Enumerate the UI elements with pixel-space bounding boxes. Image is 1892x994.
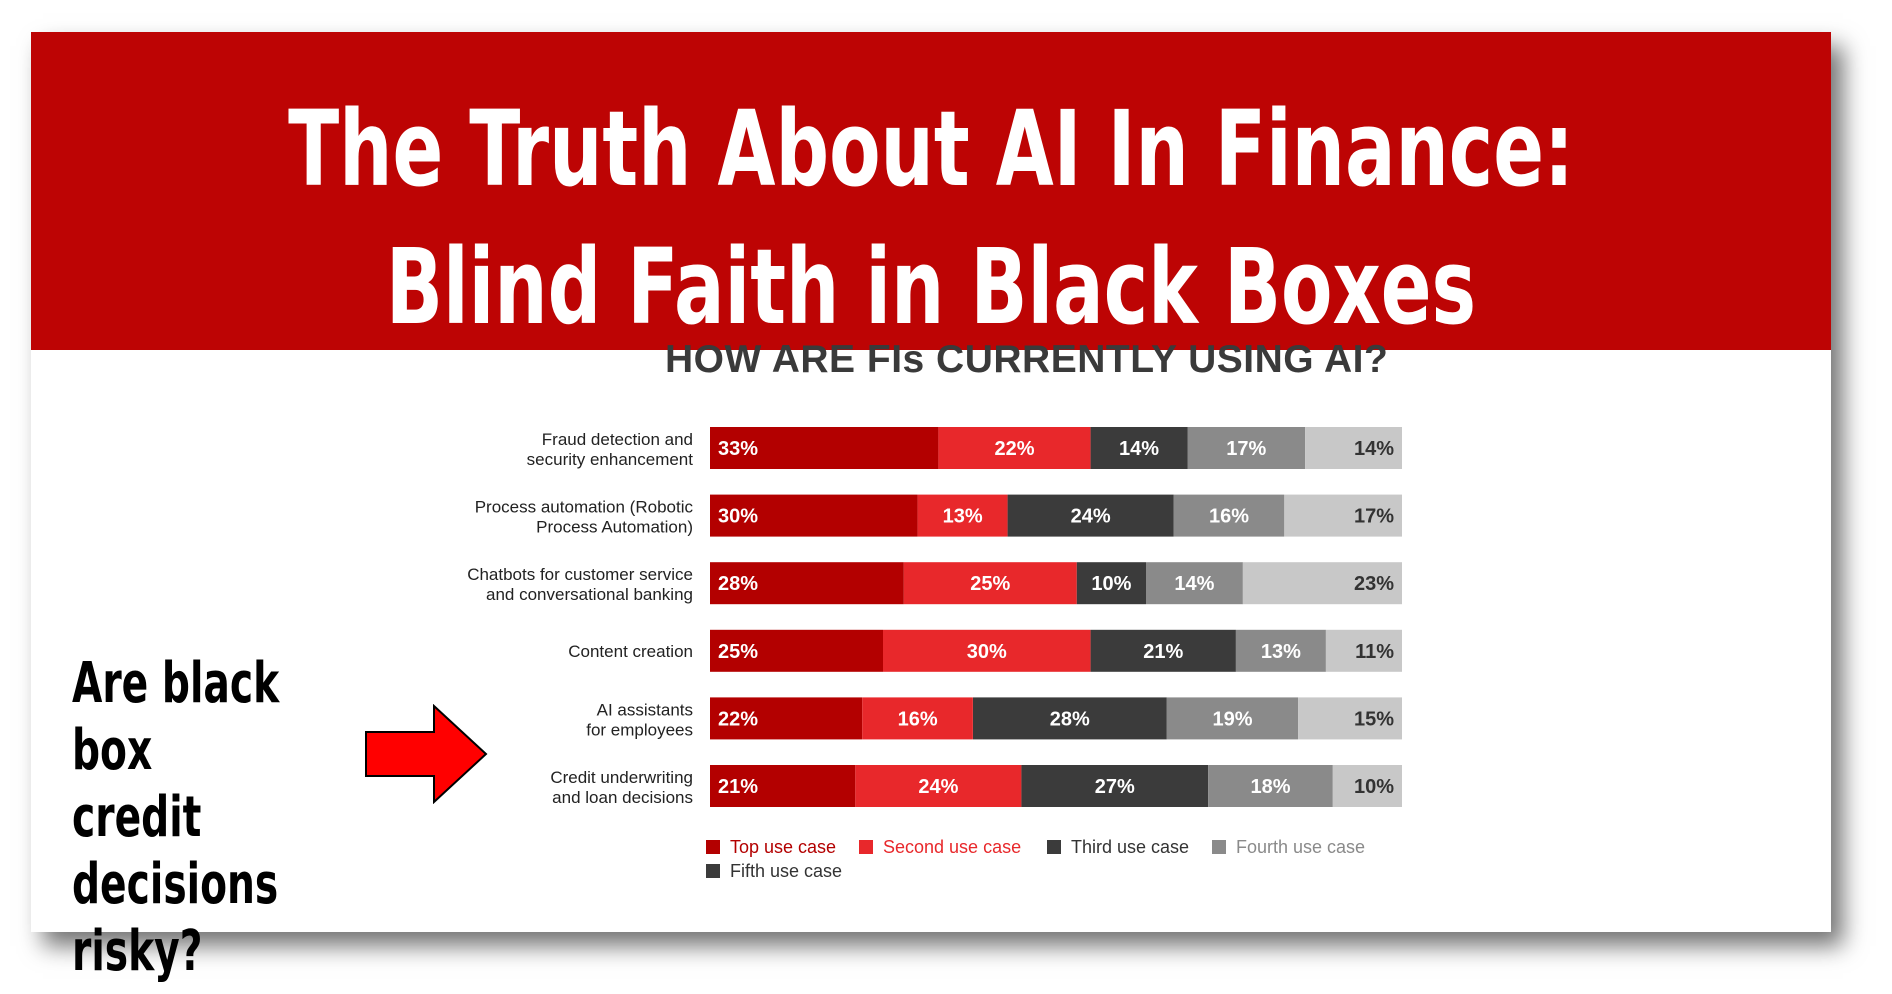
bar-segment <box>1187 427 1306 469</box>
callout: Are black box credit decisions risky? <box>72 650 492 985</box>
data-label: 18% <box>1250 776 1290 798</box>
bar-segment <box>1090 427 1188 469</box>
data-label: 10% <box>1091 573 1131 595</box>
category-label: Fraud detection and security enhancement <box>527 430 694 469</box>
data-label: 16% <box>898 708 938 730</box>
legend-swatch <box>706 864 720 878</box>
headline-line-1: The Truth About AI In Finance: <box>288 88 1574 210</box>
bar-segment <box>903 562 1077 605</box>
bar-segment <box>710 765 856 807</box>
bar-segment <box>973 697 1167 740</box>
legend-swatch <box>706 840 720 854</box>
infographic-card: The Truth About AI In Finance: Blind Fai… <box>31 32 1831 932</box>
legend-swatch <box>1047 840 1061 854</box>
legend-label: Fifth use case <box>730 861 842 881</box>
data-label: 14% <box>1354 438 1394 460</box>
data-label: 21% <box>718 776 758 798</box>
data-label: 14% <box>1174 573 1214 595</box>
bar-segment <box>1173 494 1285 537</box>
bar-segment <box>710 494 918 537</box>
bar-segment <box>1242 562 1402 605</box>
bar-segment <box>1076 562 1146 605</box>
legend-label: Third use case <box>1071 837 1189 857</box>
bar-segment <box>1235 629 1326 672</box>
legend-label: Top use case <box>730 837 836 857</box>
bar-segment <box>883 629 1091 672</box>
legend-swatch <box>1212 840 1226 854</box>
data-label: 10% <box>1354 776 1394 798</box>
bar-segment <box>710 427 939 469</box>
right-arrow-icon <box>365 704 488 804</box>
data-label: 13% <box>1261 641 1301 663</box>
headline-line-2: Blind Faith in Black Boxes <box>385 226 1477 348</box>
bar-segment <box>1208 765 1333 807</box>
bar-segment <box>710 629 883 672</box>
legend-swatch <box>859 840 873 854</box>
bar-segment <box>1007 494 1174 537</box>
data-label: 28% <box>1050 708 1090 730</box>
data-label: 21% <box>1143 641 1183 663</box>
bar-segment <box>1284 494 1402 537</box>
bar-segment <box>1325 629 1402 672</box>
data-label: 16% <box>1209 506 1249 528</box>
bar-segment <box>917 494 1008 537</box>
data-label: 24% <box>1071 506 1111 528</box>
bar-segment <box>855 765 1022 807</box>
data-label: 17% <box>1226 438 1266 460</box>
bar-segment <box>938 427 1091 469</box>
data-label: 11% <box>1355 641 1394 663</box>
data-label: 19% <box>1212 708 1252 730</box>
data-label: 24% <box>918 776 958 798</box>
data-label: 33% <box>718 438 758 460</box>
category-label: Chatbots for customer service and convers… <box>467 565 693 604</box>
bar-segment <box>1090 629 1236 672</box>
bar-segment <box>1021 765 1209 807</box>
data-label: 30% <box>967 641 1007 663</box>
bar-segment <box>1332 765 1402 807</box>
data-label: 23% <box>1354 573 1394 595</box>
bar-segment <box>1146 562 1243 605</box>
bar-segment <box>1305 427 1402 469</box>
category-label: Credit underwriting and loan decisions <box>550 768 693 807</box>
bar-segment <box>710 697 863 740</box>
category-label: Content creation <box>568 642 693 661</box>
data-label: 25% <box>718 641 758 663</box>
data-label: 13% <box>943 506 983 528</box>
legend-label: Second use case <box>883 837 1021 857</box>
bar-segment <box>862 697 973 740</box>
data-label: 25% <box>970 573 1010 595</box>
data-label: 28% <box>718 573 758 595</box>
data-label: 14% <box>1119 438 1159 460</box>
headline-banner: The Truth About AI In Finance: Blind Fai… <box>31 32 1831 350</box>
legend-label: Fourth use case <box>1236 837 1365 857</box>
data-label: 22% <box>718 708 758 730</box>
category-label: Process automation (Robotic Process Autom… <box>475 498 694 537</box>
bar-segment <box>1166 697 1299 740</box>
chart-title: HOW ARE FIs CURRENTLY USING AI? <box>665 338 1389 381</box>
data-label: 30% <box>718 506 758 528</box>
callout-question: Are black box credit decisions risky? <box>72 651 280 984</box>
data-label: 17% <box>1354 506 1394 528</box>
data-label: 27% <box>1095 776 1135 798</box>
bar-segment <box>710 562 904 605</box>
data-label: 22% <box>994 438 1034 460</box>
data-label: 15% <box>1354 708 1394 730</box>
category-label: AI assistants for employees <box>586 700 693 739</box>
bar-segment <box>1298 697 1402 740</box>
